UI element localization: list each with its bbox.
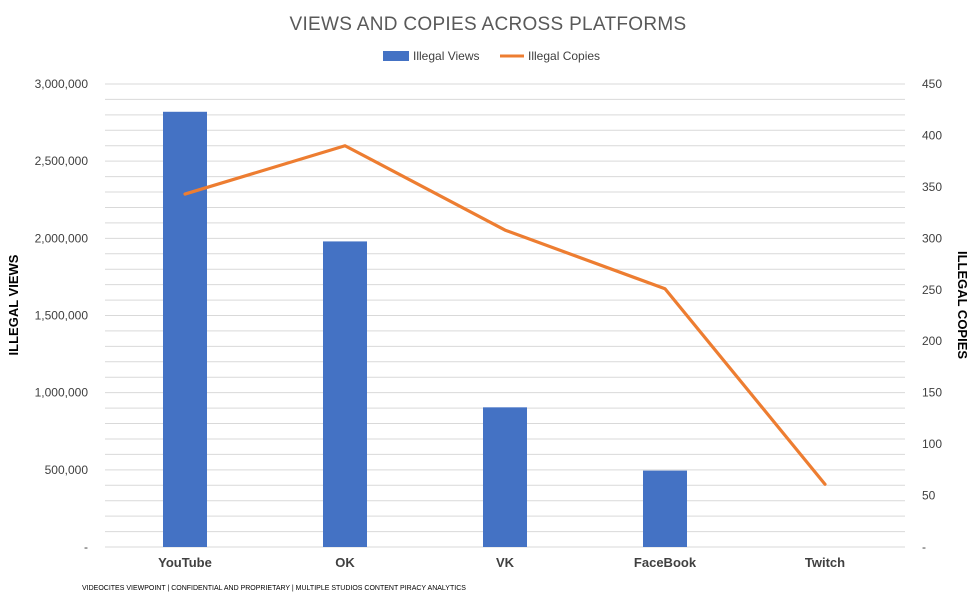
legend-swatch-illegal-views <box>383 51 409 61</box>
category-label: VK <box>496 555 515 570</box>
right-tick-label: 450 <box>922 77 942 91</box>
line-illegal-copies <box>183 144 827 486</box>
bar-illegal-views <box>323 241 367 548</box>
category-labels: YouTube OK VK FaceBook Twitch <box>158 555 845 570</box>
legend-label-illegal-views: Illegal Views <box>413 49 479 63</box>
right-axis-ticks: - 50 100 150 200 250 300 350 400 450 <box>922 77 942 554</box>
footer-note: VIDEOCITES VIEWPOINT | CONFIDENTIAL AND … <box>82 585 466 592</box>
left-tick-label: 1,500,000 <box>35 309 89 323</box>
right-axis-title: ILLEGAL COPIES <box>955 251 970 359</box>
right-tick-label: 150 <box>922 386 942 400</box>
category-label: FaceBook <box>634 555 697 570</box>
bar-illegal-views <box>483 407 527 547</box>
bars <box>163 111 687 548</box>
line-series <box>183 144 827 486</box>
right-tick-label: 100 <box>922 437 942 451</box>
right-tick-label: 250 <box>922 283 942 297</box>
bar-illegal-views <box>163 111 207 547</box>
left-axis-ticks: - 500,000 1,000,000 1,500,000 2,000,000 2,500… <box>35 77 89 554</box>
right-tick-label: 300 <box>922 231 942 245</box>
right-tick-label: - <box>922 540 926 554</box>
category-label: OK <box>335 555 355 570</box>
left-tick-label: 2,500,000 <box>35 154 89 168</box>
left-tick-label: - <box>84 540 88 554</box>
right-tick-label: 200 <box>922 334 942 348</box>
bar-illegal-views <box>643 470 687 547</box>
gridlines <box>105 83 905 548</box>
left-tick-label: 1,000,000 <box>35 386 89 400</box>
right-tick-label: 50 <box>922 489 936 503</box>
right-tick-label: 400 <box>922 128 942 142</box>
category-label: YouTube <box>158 555 212 570</box>
chart-title: VIEWS AND COPIES ACROSS PLATFORMS <box>289 14 686 35</box>
legend: Illegal Views Illegal Copies <box>383 49 600 63</box>
left-tick-label: 500,000 <box>45 463 89 477</box>
left-axis-title: ILLEGAL VIEWS <box>6 254 21 355</box>
legend-label-illegal-copies: Illegal Copies <box>528 49 600 63</box>
category-label: Twitch <box>805 555 845 570</box>
right-tick-label: 350 <box>922 180 942 194</box>
left-tick-label: 3,000,000 <box>35 77 89 91</box>
left-tick-label: 2,000,000 <box>35 231 89 245</box>
